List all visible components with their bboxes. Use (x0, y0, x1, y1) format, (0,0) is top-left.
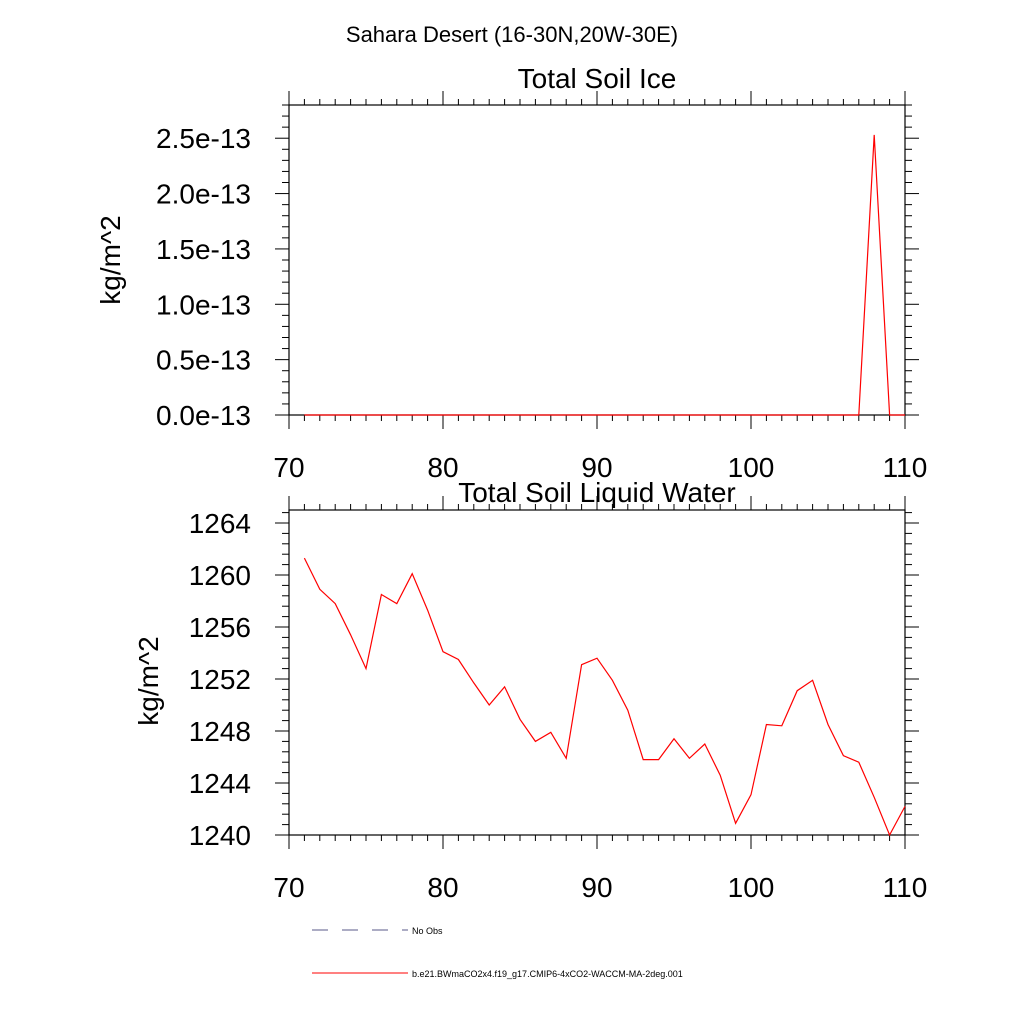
y-axis-label: kg/m^2 (95, 215, 126, 304)
x-tick-label: 70 (273, 452, 304, 483)
legend-item: b.e21.BWmaCO2x4.f19_g17.CMIP6-4xCO2-WACC… (312, 969, 683, 979)
chart-title: Total Soil Ice (518, 63, 677, 94)
legend-item: No Obs (312, 926, 443, 936)
plot-frame (288, 104, 906, 416)
y-tick-label: 1260 (189, 560, 251, 591)
x-tick-label: 110 (883, 872, 928, 903)
y-tick-label: 1252 (189, 664, 251, 695)
x-tick-label: 110 (883, 452, 928, 483)
legend: No Obs b.e21.BWmaCO2x4.f19_g17.CMIP6-4xCO… (312, 926, 683, 979)
x-tick-label: 100 (728, 452, 775, 483)
chart-panel-soil-ice: Total Soil Ice kg/m^2 70 80 90 100 110 0.0e-13 0… (95, 63, 927, 483)
y-tick-label: 1.0e-13 (156, 289, 251, 320)
x-tick-label: 90 (581, 452, 612, 483)
x-tick-label: 90 (581, 872, 612, 903)
y-tick-label: 0.0e-13 (156, 400, 251, 431)
y-tick-label: 2.0e-13 (156, 179, 251, 210)
legend-label: No Obs (412, 926, 443, 936)
y-tick-label: 0.5e-13 (156, 345, 251, 376)
y-tick-label: 1248 (189, 716, 251, 747)
series-line (303, 557, 906, 837)
plot-frame (288, 509, 906, 836)
y-tick-label: 1.5e-13 (156, 234, 251, 265)
figure-suptitle: Sahara Desert (16-30N,20W-30E) (346, 22, 678, 47)
y-tick-label: 1264 (189, 508, 251, 539)
y-tick-label: 2.5e-13 (156, 123, 251, 154)
x-tick-label: 70 (273, 872, 304, 903)
x-tick-label: 100 (728, 872, 775, 903)
x-tick-label: 80 (427, 872, 458, 903)
y-tick-label: 1256 (189, 612, 251, 643)
y-tick-label: 1244 (189, 768, 251, 799)
y-tick-label: 1240 (189, 820, 251, 851)
series-line (304, 134, 905, 416)
x-tick-label: 80 (427, 452, 458, 483)
legend-label: b.e21.BWmaCO2x4.f19_g17.CMIP6-4xCO2-WACC… (412, 969, 683, 979)
y-axis-label: kg/m^2 (133, 636, 164, 725)
